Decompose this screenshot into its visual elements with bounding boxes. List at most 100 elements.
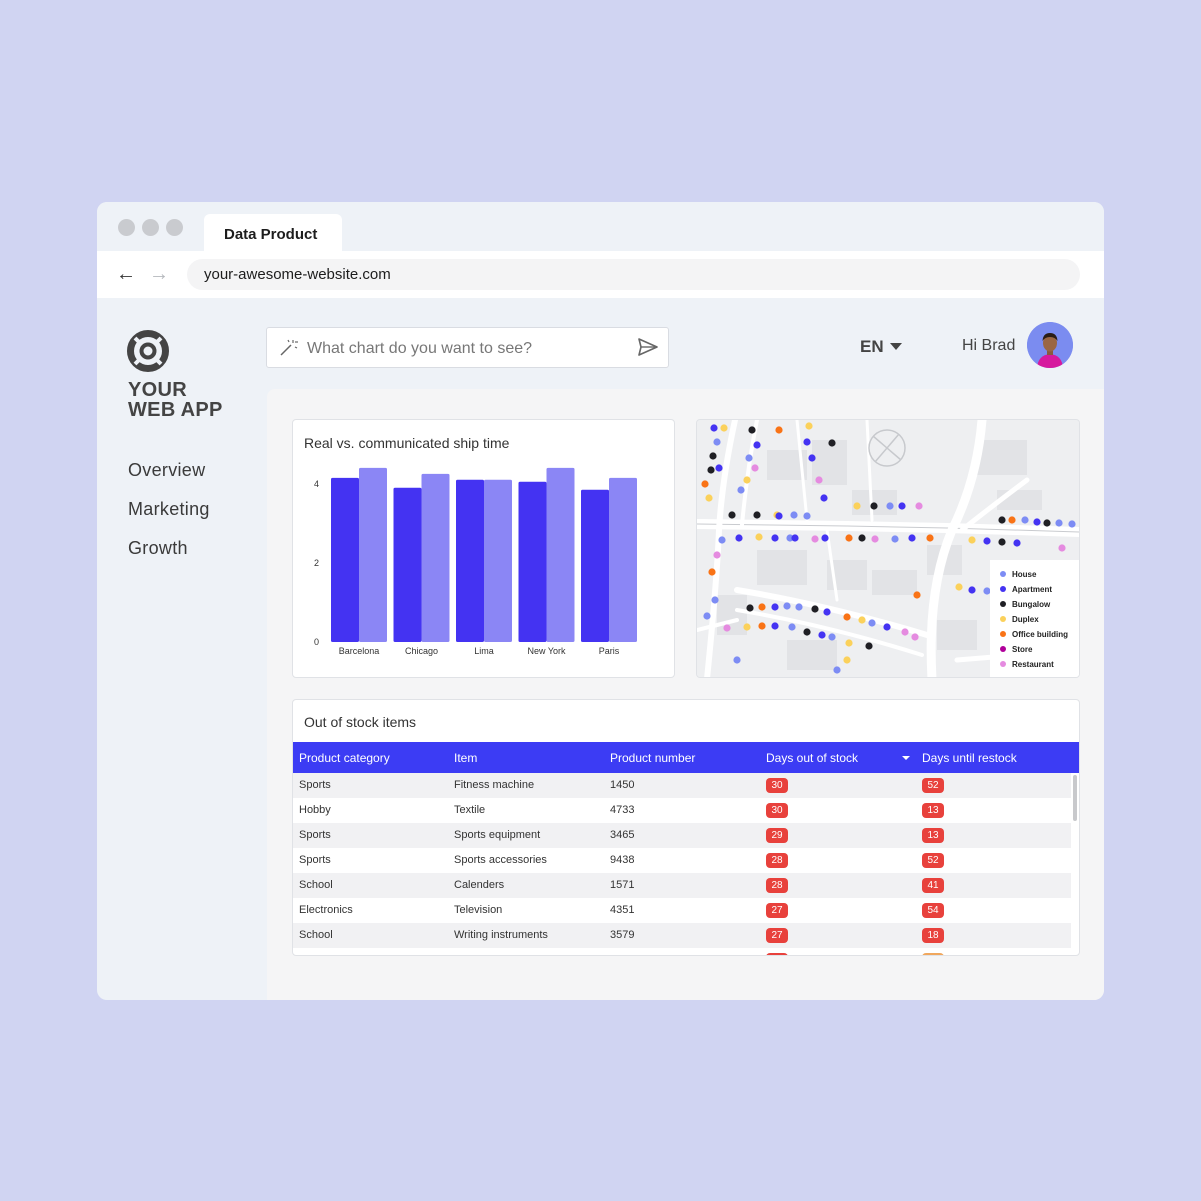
map-marker[interactable] <box>746 604 754 612</box>
forward-arrow-icon[interactable]: → <box>149 263 169 285</box>
column-header-product-number[interactable]: Product number <box>610 751 696 765</box>
map-marker[interactable] <box>713 551 721 559</box>
avatar[interactable] <box>1027 322 1073 368</box>
bar-new-york-series-2[interactable] <box>546 467 575 642</box>
map-marker[interactable] <box>1068 520 1076 528</box>
map-marker[interactable] <box>758 603 766 611</box>
map-marker[interactable] <box>755 533 763 541</box>
map-marker[interactable] <box>1033 518 1041 526</box>
map-marker[interactable] <box>926 534 934 542</box>
map-marker[interactable] <box>843 656 851 664</box>
map-marker[interactable] <box>743 476 751 484</box>
map-marker[interactable] <box>858 534 866 542</box>
sidebar-item-overview[interactable]: Overview <box>128 460 206 480</box>
bar-new-york-series-1[interactable] <box>518 481 547 642</box>
map-marker[interactable] <box>818 631 826 639</box>
url-field[interactable]: your-awesome-website.com <box>187 259 1080 290</box>
map-marker[interactable] <box>1043 519 1051 527</box>
map-marker[interactable] <box>790 511 798 519</box>
map-marker[interactable] <box>901 628 909 636</box>
table-row[interactable]: Electronics Television 4351 27 54 <box>293 898 1071 923</box>
map-marker[interactable] <box>845 639 853 647</box>
map-marker[interactable] <box>743 623 751 631</box>
map-marker[interactable] <box>1058 544 1066 552</box>
map-marker[interactable] <box>955 583 963 591</box>
map-marker[interactable] <box>728 511 736 519</box>
map-marker[interactable] <box>723 624 731 632</box>
map-marker[interactable] <box>775 426 783 434</box>
browser-tab[interactable]: Data Product <box>204 214 342 252</box>
map-marker[interactable] <box>998 538 1006 546</box>
column-header-item[interactable]: Item <box>454 751 478 765</box>
map-marker[interactable] <box>983 587 991 595</box>
map-marker[interactable] <box>711 596 719 604</box>
bar-lima-series-1[interactable] <box>456 479 484 642</box>
map-marker[interactable] <box>758 622 766 630</box>
map-marker[interactable] <box>803 512 811 520</box>
sidebar-item-marketing[interactable]: Marketing <box>128 499 210 519</box>
legend-item-office-building[interactable]: Office building <box>1000 630 1068 640</box>
table-row[interactable]: School Writing instruments 3579 27 18 <box>293 923 1071 948</box>
map-marker[interactable] <box>998 516 1006 524</box>
map-marker[interactable] <box>808 454 816 462</box>
map-marker[interactable] <box>788 623 796 631</box>
map-marker[interactable] <box>908 534 916 542</box>
search-input[interactable]: What chart do you want to see? <box>307 340 533 357</box>
bar-paris-series-2[interactable] <box>609 477 637 642</box>
map-marker[interactable] <box>735 534 743 542</box>
sidebar-item-growth[interactable]: Growth <box>128 538 188 558</box>
bar-barcelona-series-2[interactable] <box>359 467 387 642</box>
map-marker[interactable] <box>915 502 923 510</box>
map-marker[interactable] <box>707 466 715 474</box>
map-marker[interactable] <box>911 633 919 641</box>
bar-barcelona-series-1[interactable] <box>331 477 359 642</box>
chevron-down-icon[interactable] <box>890 343 902 350</box>
map-marker[interactable] <box>805 422 813 430</box>
map-marker[interactable] <box>771 622 779 630</box>
map-marker[interactable] <box>786 534 794 542</box>
map-marker[interactable] <box>823 608 831 616</box>
bar-paris-series-1[interactable] <box>581 489 609 642</box>
legend-item-duplex[interactable]: Duplex <box>1000 615 1039 625</box>
map-marker[interactable] <box>701 480 709 488</box>
map-marker[interactable] <box>753 511 761 519</box>
map-marker[interactable] <box>745 454 753 462</box>
bar-chicago-series-1[interactable] <box>393 487 422 642</box>
map-marker[interactable] <box>705 494 713 502</box>
window-close-dot[interactable] <box>118 219 135 236</box>
table-row[interactable]: School Calenders 1571 28 41 <box>293 873 1071 898</box>
map-marker[interactable] <box>733 656 741 664</box>
map-marker[interactable] <box>868 619 876 627</box>
map-marker[interactable] <box>820 494 828 502</box>
map-marker[interactable] <box>811 605 819 613</box>
map-marker[interactable] <box>795 603 803 611</box>
map-marker[interactable] <box>753 441 761 449</box>
map-marker[interactable] <box>828 633 836 641</box>
map-marker[interactable] <box>713 438 721 446</box>
table-row[interactable]: Hobby Textile 4733 30 13 <box>293 798 1071 823</box>
map-marker[interactable] <box>815 476 823 484</box>
map-marker[interactable] <box>708 568 716 576</box>
map-marker[interactable] <box>803 438 811 446</box>
language-selector[interactable]: EN <box>860 337 884 356</box>
map-marker[interactable] <box>803 628 811 636</box>
chart-search-bar[interactable]: What chart do you want to see? <box>266 327 669 368</box>
map-marker[interactable] <box>913 591 921 599</box>
map-marker[interactable] <box>871 535 879 543</box>
map-marker[interactable] <box>828 439 836 447</box>
map-marker[interactable] <box>737 486 745 494</box>
table-scrollbar[interactable] <box>1073 775 1077 821</box>
column-header-days-until-restock[interactable]: Days until restock <box>922 751 1017 765</box>
map-marker[interactable] <box>833 666 841 674</box>
map-marker[interactable] <box>710 424 718 432</box>
map-marker[interactable] <box>821 534 829 542</box>
window-maximize-dot[interactable] <box>166 219 183 236</box>
map-marker[interactable] <box>791 534 799 542</box>
map-marker[interactable] <box>1021 516 1029 524</box>
map-marker[interactable] <box>968 536 976 544</box>
map-marker[interactable] <box>718 536 726 544</box>
map-marker[interactable] <box>751 464 759 472</box>
sort-descending-icon[interactable] <box>902 756 910 760</box>
map-marker[interactable] <box>715 464 723 472</box>
legend-item-bungalow[interactable]: Bungalow <box>1000 600 1050 610</box>
